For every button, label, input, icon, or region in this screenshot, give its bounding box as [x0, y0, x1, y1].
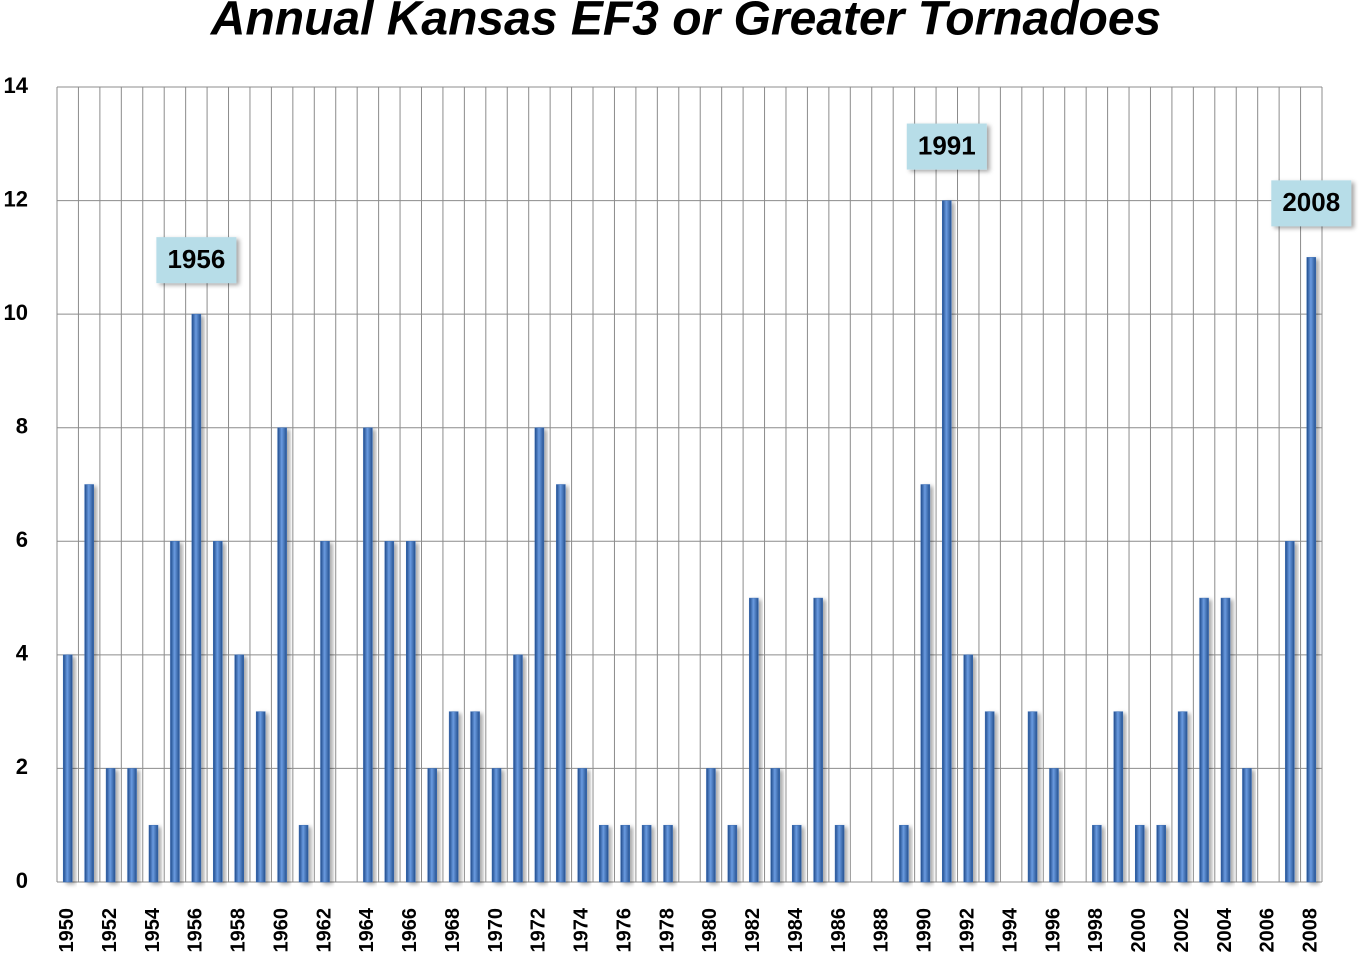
bar	[1220, 597, 1231, 883]
bar	[1113, 711, 1124, 883]
bar	[170, 541, 180, 883]
x-tick-label: 1958	[228, 908, 250, 953]
annotation: 2008	[1282, 187, 1340, 217]
bar	[1027, 711, 1038, 883]
x-tick-label: 2008	[1300, 908, 1322, 953]
bar	[920, 484, 931, 883]
x-tick-label: 1986	[828, 908, 850, 953]
x-tick-label: 1988	[871, 908, 893, 953]
bar	[427, 768, 437, 883]
y-tick-label: 12	[4, 186, 28, 211]
annotation-box	[906, 123, 987, 170]
bar	[320, 541, 330, 883]
y-tick-label: 10	[4, 300, 28, 325]
x-tick-label: 1966	[399, 908, 421, 953]
y-tick-label: 14	[4, 73, 29, 98]
x-tick-label: 1996	[1042, 908, 1064, 953]
x-tick-label: 1982	[742, 908, 764, 953]
y-tick-label: 0	[16, 868, 28, 893]
bar	[363, 427, 373, 883]
bar	[534, 427, 545, 883]
bar	[1199, 597, 1209, 883]
bar	[663, 824, 673, 883]
x-tick-label: 1998	[1085, 908, 1107, 953]
bar	[813, 597, 823, 883]
bar	[749, 597, 759, 883]
bar	[1135, 824, 1145, 883]
bar	[298, 824, 309, 883]
x-tick-label: 1980	[699, 908, 721, 953]
x-tick-label: 2000	[1128, 908, 1150, 953]
bar	[641, 824, 652, 883]
bar	[706, 768, 716, 883]
bar	[984, 711, 995, 883]
bar	[1156, 824, 1166, 883]
x-tick-label: 2004	[1214, 907, 1236, 952]
x-tick-label: 1976	[613, 908, 635, 953]
bar	[1306, 257, 1317, 883]
bar	[384, 541, 395, 883]
bar	[1049, 768, 1059, 883]
bar	[406, 541, 416, 883]
x-tick-label: 1962	[313, 908, 335, 953]
annotation: 1956	[167, 244, 225, 274]
bar	[899, 824, 909, 883]
bar	[62, 654, 73, 883]
x-tick-label: 1964	[356, 907, 378, 952]
bar	[1242, 768, 1252, 883]
bar	[148, 824, 159, 883]
annotation-box	[156, 237, 237, 284]
bar	[491, 768, 502, 883]
x-tick-label: 1972	[528, 908, 550, 953]
bar	[1285, 541, 1295, 883]
bar	[234, 654, 244, 883]
x-tick-label: 1974	[571, 907, 593, 952]
y-tick-label: 2	[16, 754, 28, 779]
x-tick-label: 1950	[56, 908, 78, 953]
bar	[834, 824, 845, 883]
bar	[963, 654, 973, 883]
bar	[791, 824, 802, 883]
x-tick-label: 1970	[485, 908, 507, 953]
bar	[513, 654, 523, 883]
annotation-box	[1271, 180, 1352, 227]
x-tick-label: 2002	[1171, 908, 1193, 953]
x-tick-label: 1954	[142, 907, 164, 952]
chart-title: Annual Kansas EF3 or Greater Tornadoes	[210, 0, 1161, 46]
bar	[448, 711, 459, 883]
x-tick-label: 1960	[270, 908, 292, 953]
x-tick-label: 1956	[185, 908, 207, 953]
x-tick-label: 1992	[957, 908, 979, 953]
y-tick-label: 4	[16, 641, 29, 666]
bar	[470, 711, 480, 883]
bar	[770, 768, 781, 883]
x-tick-label: 1990	[914, 908, 936, 953]
bar	[255, 711, 266, 883]
x-tick-label: 1994	[999, 907, 1021, 952]
bar	[1092, 824, 1102, 883]
bar	[577, 768, 588, 883]
bar	[598, 824, 609, 883]
bar	[1177, 711, 1188, 883]
bar	[213, 541, 223, 883]
bar	[191, 313, 202, 883]
bar	[127, 768, 137, 883]
x-tick-label: 1968	[442, 908, 464, 953]
bar	[105, 768, 116, 883]
bar	[727, 824, 738, 883]
y-tick-label: 8	[16, 414, 28, 439]
x-tick-label: 1984	[785, 907, 807, 952]
x-tick-label: 1978	[656, 908, 678, 953]
bar	[942, 200, 952, 883]
bar	[556, 484, 566, 883]
x-tick-label: 2006	[1257, 908, 1279, 953]
x-tick-label: 1952	[99, 908, 121, 953]
bar	[277, 427, 287, 883]
bar	[84, 484, 94, 883]
bar	[620, 824, 630, 883]
annotation: 1991	[918, 130, 976, 160]
y-tick-label: 6	[16, 527, 28, 552]
